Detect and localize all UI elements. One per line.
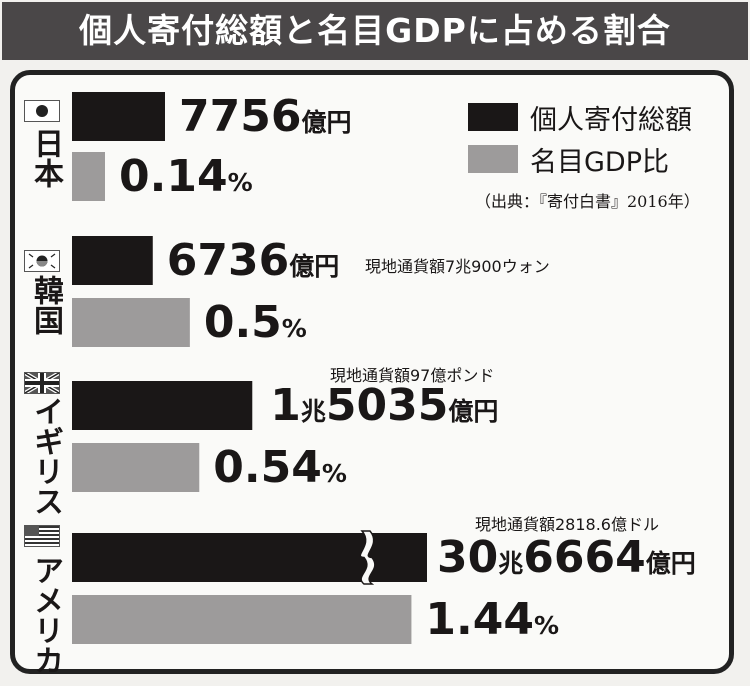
data-label-amount-korea: 6736億円 <box>167 235 339 286</box>
data-label-ratio-usa: 1.44% <box>425 594 559 645</box>
bar-ratio-korea <box>72 298 190 347</box>
data-label-amount-usa: 30兆6664億円 <box>437 532 696 583</box>
data-label-ratio-uk: 0.54% <box>213 442 347 493</box>
chart-title: 個人寄付総額と名目GDPに占める割合 <box>79 11 671 50</box>
legend-label-amount: 個人寄付総額 <box>530 105 692 136</box>
korea-flag-icon <box>24 250 60 272</box>
source-note: （出典：『寄付白書』2016年） <box>475 192 700 211</box>
category-label-uk: イギリス <box>28 396 63 516</box>
category-label-japan: 日本 <box>28 128 63 188</box>
local-currency-note-korea: 現地通貨額7兆900ウォン <box>365 257 550 276</box>
legend-swatch-ratio <box>468 145 518 173</box>
category-label-korea: 韓国 <box>28 275 63 335</box>
data-label-amount-uk: 1兆5035億円 <box>270 380 498 431</box>
local-currency-note-usa: 現地通貨額2818.6億ドル <box>475 515 659 534</box>
data-label-ratio-korea: 0.5% <box>204 297 307 348</box>
uk-flag-icon <box>23 371 61 395</box>
category-label-usa: アメリカ <box>28 555 63 675</box>
bar-ratio-japan <box>72 152 105 201</box>
legend-label-ratio: 名目GDP比 <box>530 147 669 178</box>
bar-ratio-usa <box>72 595 412 644</box>
data-label-amount-japan: 7756億円 <box>179 91 351 142</box>
usa-flag-icon <box>24 525 60 547</box>
bar-amount-korea <box>72 236 153 285</box>
data-label-ratio-japan: 0.14% <box>119 151 253 202</box>
bar-ratio-uk <box>72 443 200 492</box>
japan-flag-icon <box>24 100 60 122</box>
axis-break-mark <box>359 530 376 585</box>
legend-swatch-amount <box>468 103 518 131</box>
title-bar: 個人寄付総額と名目GDPに占める割合 <box>2 2 748 60</box>
bar-amount-japan <box>72 92 165 141</box>
bar-amount-uk <box>72 381 253 430</box>
local-currency-note-uk: 現地通貨額97億ポンド <box>330 366 495 385</box>
